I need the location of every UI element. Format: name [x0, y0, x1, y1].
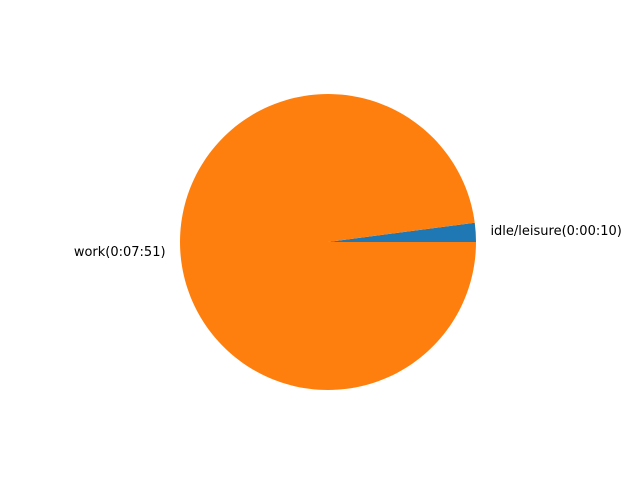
pie-slices: [180, 94, 476, 391]
pie-labels: idle/leisure(0:00:10) work(0:07:51): [74, 224, 622, 260]
pie-slice-idle-leisure: [328, 222, 476, 242]
pie-label-work: work(0:07:51): [74, 245, 166, 260]
pie-label-idle-leisure: idle/leisure(0:00:10): [490, 224, 621, 239]
pie-slice-work: [180, 94, 476, 391]
